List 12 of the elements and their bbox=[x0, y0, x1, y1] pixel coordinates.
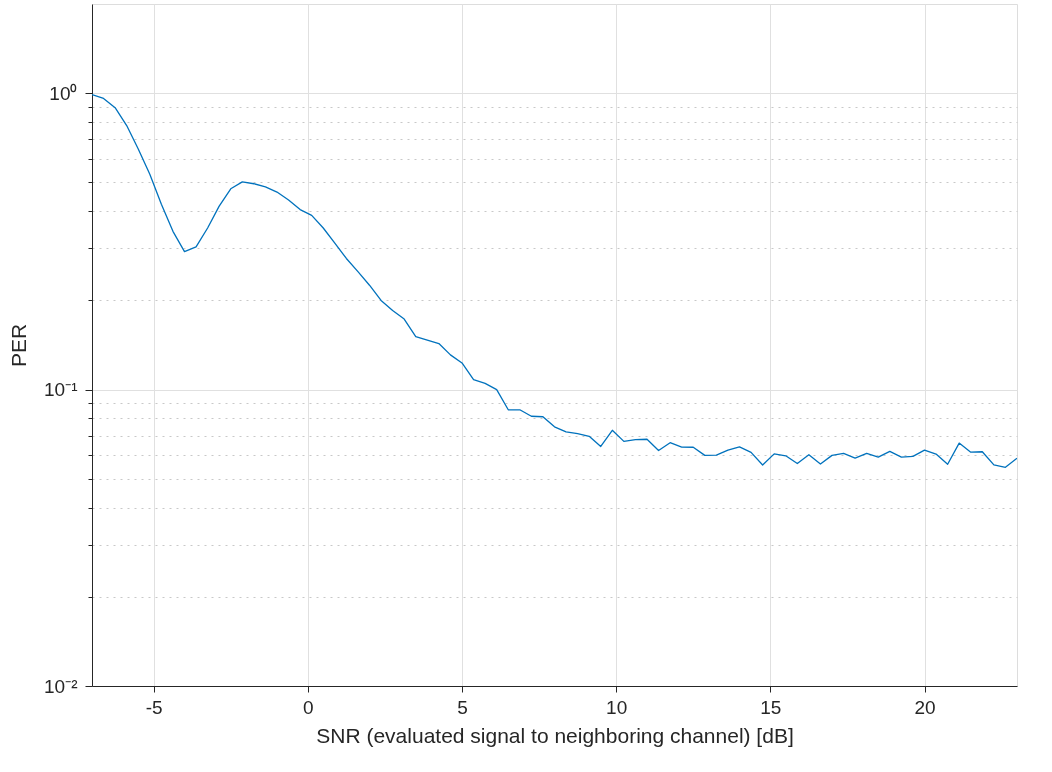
y-tick-label: 10⁻¹ bbox=[44, 379, 78, 401]
x-tick-label: 20 bbox=[914, 696, 936, 718]
x-axis-title: SNR (evaluated signal to neighboring channel) [dB] bbox=[316, 723, 794, 747]
line-series bbox=[92, 93, 1017, 468]
x-tick-label: 15 bbox=[760, 696, 782, 718]
x-tick-label: 0 bbox=[303, 696, 314, 718]
y-axis-title: PER bbox=[7, 323, 31, 368]
x-tick-label: 5 bbox=[457, 696, 468, 718]
x-tick-label: -5 bbox=[145, 696, 163, 718]
y-tick-label: 10⁻² bbox=[44, 675, 78, 697]
x-tick-label: 10 bbox=[606, 696, 628, 718]
y-tick-label: 10⁰ bbox=[49, 82, 78, 104]
